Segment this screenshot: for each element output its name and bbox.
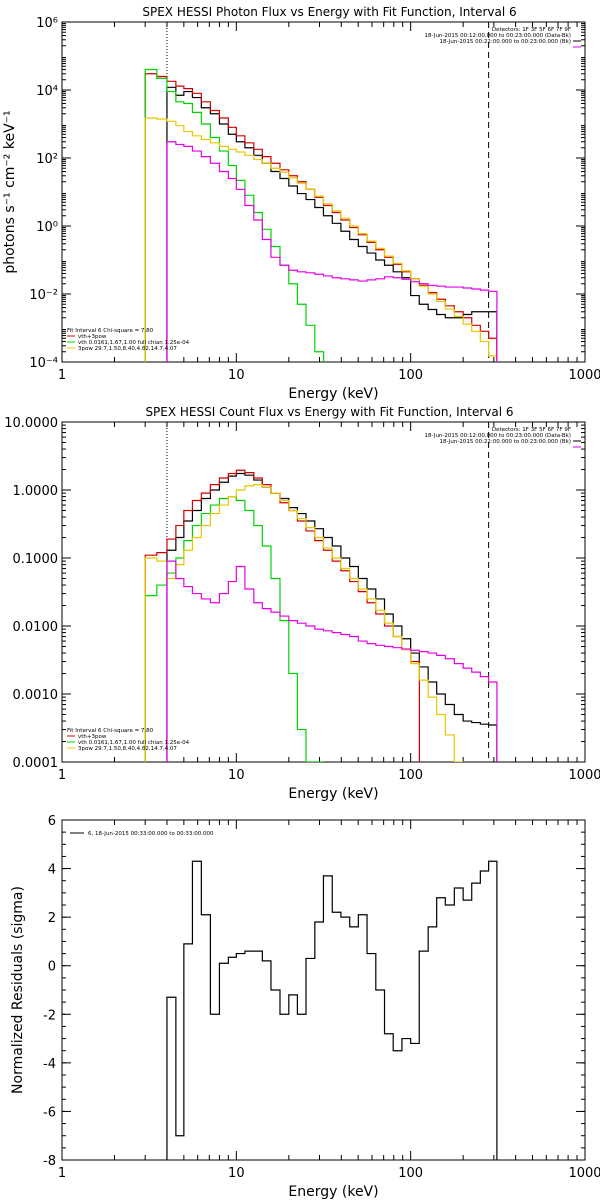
y-tick-label: 10⁻⁴	[29, 356, 58, 371]
y-tick-label: 0.0001	[13, 756, 59, 771]
y-tick-label: 10²	[36, 152, 58, 167]
y-tick-label: 10⁴	[36, 84, 58, 99]
x-tick-label: 100	[398, 768, 423, 783]
x-tick-label: 1	[58, 368, 66, 383]
x-tick-label: 1000	[568, 768, 600, 783]
x-tick-label: 100	[398, 1166, 423, 1181]
y-tick-label: -6	[43, 1105, 56, 1120]
legend-top-line: 18-Jun-2015 00:22:00.000 to 00:23:00.000…	[439, 439, 571, 445]
legend-top-line: Detectors: 1F 3F 5F 6F 7F 9F	[492, 27, 571, 33]
x-tick-label: 10	[228, 768, 245, 783]
y-tick-label: -8	[43, 1154, 56, 1169]
x-tick-label: 1000	[568, 368, 600, 383]
x-tick-label: 100	[398, 368, 423, 383]
y-axis-label: Normalized Residuals (sigma)	[10, 886, 26, 1094]
x-axis-label: Energy (keV)	[288, 786, 378, 802]
y-tick-label: 4	[48, 863, 56, 878]
x-tick-label: 1000	[568, 1166, 600, 1181]
y-tick-label: 10⁶	[36, 16, 58, 31]
y-tick-label: 10⁻²	[29, 288, 58, 303]
legend-top-line: 18-Jun-2015 00:22:00.000 to 00:23:00.000…	[439, 39, 571, 45]
plot-frame	[61, 819, 586, 1161]
y-tick-label: 0.0100	[13, 620, 59, 635]
chart-title: SPEX HESSI Count Flux vs Energy with Fit…	[145, 405, 513, 419]
x-tick-label: 10	[228, 368, 245, 383]
series-data-bk	[166, 86, 498, 362]
chart-panel-1: 1 10 100 1000 10⁻⁴ 10⁻² 10⁰ 10² 10⁴ 10⁶ SPEX HESSI…	[2, 5, 600, 402]
y-tick-label: 10⁰	[36, 220, 58, 235]
legend-bottom-line: vth+3pow	[78, 734, 107, 740]
y-tick-label: 0.1000	[13, 552, 59, 567]
legend-text: 6, 18-Jun-2015 00:33:00.000 to 00:33:00.…	[88, 831, 214, 837]
series-3pow	[144, 117, 498, 362]
legend-top-line: 18-Jun-2015 00:12:00.000 to 00:23:00.000…	[425, 433, 571, 439]
plot-frame	[61, 421, 586, 763]
series-vth-3pow	[144, 73, 498, 362]
y-tick-label: 2	[48, 911, 56, 926]
x-axis-label: Energy (keV)	[288, 386, 378, 402]
y-tick-label: 1.0000	[13, 484, 59, 499]
legend-bottom-line: vth 0.0161,1.67,1.00 full chian 1.25e-04	[78, 740, 190, 746]
legend-top-line: Detectors: 1F 3F 5F 6F 7F 9F	[492, 427, 571, 433]
series-bk	[166, 141, 498, 362]
legend-bottom-line: 3pow 29.7,1.50,8.40,4.82,14.7,4.07	[78, 346, 177, 352]
series-vth	[144, 495, 324, 762]
chart-panel-3: 1 10 100 1000 -8 -6 -4 -2 0 2 4 6 Energy (keV) Normal…	[10, 814, 600, 1200]
y-axis-label: photons s⁻¹ cm⁻² keV⁻¹	[2, 110, 18, 273]
series-vth	[144, 68, 325, 362]
y-tick-label: 0.0010	[13, 688, 59, 703]
y-tick-label: 6	[48, 814, 56, 829]
chart-panel-2: 1 10 100 1000 0.0001 0.0010 0.0100 0.1000 1.0000…	[4, 405, 600, 802]
x-axis-label: Energy (keV)	[288, 1184, 378, 1200]
x-tick-label: 10	[228, 1166, 245, 1181]
series-residuals	[166, 860, 498, 1160]
y-tick-label: 10.0000	[4, 416, 58, 431]
y-tick-label: -4	[43, 1057, 56, 1072]
x-tick-label: 1	[58, 1166, 66, 1181]
legend-bottom-line: Fit Interval 6 Chi-square = 7.80	[67, 728, 154, 734]
y-tick-label: -2	[43, 1008, 56, 1023]
x-tick-label: 1	[58, 768, 66, 783]
y-tick-label: 0	[48, 960, 56, 975]
chart-title: SPEX HESSI Photon Flux vs Energy with Fi…	[142, 5, 516, 19]
legend-bottom-line: vth 0.0161,1.67,1.00 full chian 1.25e-04	[78, 340, 190, 346]
legend-bottom-line: vth+3pow	[78, 334, 107, 340]
plot-frame	[61, 21, 586, 363]
legend-bottom-line: Fit Interval 6 Chi-square = 7.80	[67, 328, 154, 334]
series-data-bk	[166, 472, 498, 762]
series-bk	[166, 560, 498, 762]
legend-top-line: 18-Jun-2015 00:12:00.000 to 00:23:00.000…	[425, 33, 571, 39]
legend-bottom-line: 3pow 29.7,1.50,8.40,4.82,14.7,4.07	[78, 746, 177, 752]
